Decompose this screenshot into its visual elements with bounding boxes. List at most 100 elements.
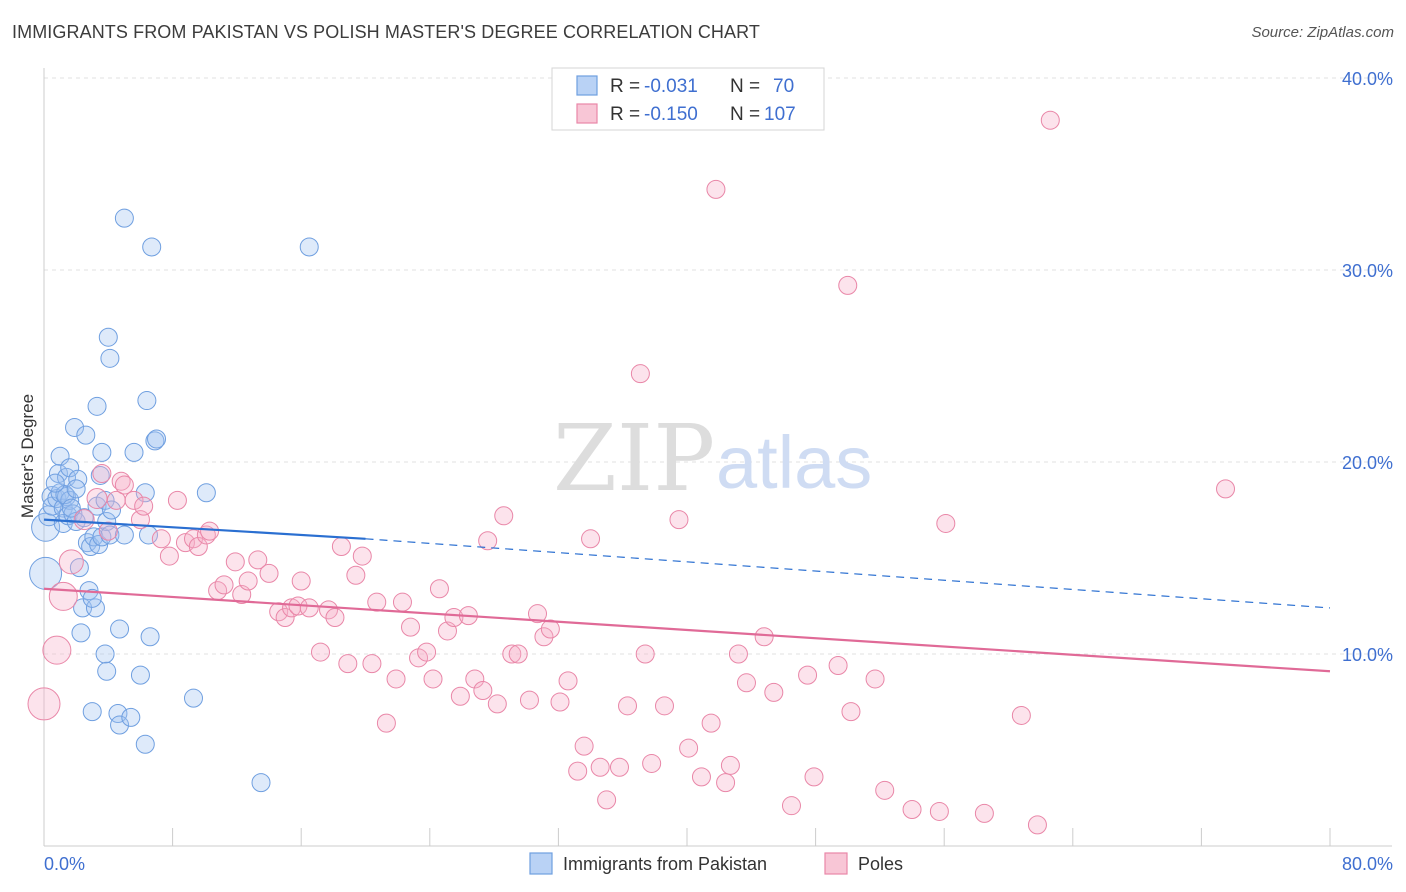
- pakistan-point-68: [45, 473, 65, 493]
- poles-point-73: [597, 790, 617, 810]
- poles-point-75: [618, 696, 638, 716]
- poles-point-84: [706, 179, 726, 199]
- poles-point-39: [338, 654, 358, 674]
- poles-point-9: [111, 471, 131, 491]
- poles-point-46: [392, 592, 412, 612]
- poles-point-5: [86, 487, 108, 509]
- poles-point-70: [574, 736, 594, 756]
- poles-point-95: [838, 275, 858, 295]
- poles-point-6: [92, 464, 112, 484]
- legend-n-value-2: 107: [764, 104, 796, 125]
- poles-point-63: [519, 690, 539, 710]
- poles-point-87: [728, 644, 748, 664]
- watermark-atlas: atlas: [716, 421, 872, 504]
- poles-trend-line: [43, 587, 1331, 673]
- poles-point-80: [669, 510, 689, 530]
- axes: [43, 68, 1392, 847]
- pakistan-point-36: [92, 442, 112, 462]
- bottom-legend-swatch-pakistan: [529, 852, 553, 875]
- poles-point-30: [275, 608, 295, 628]
- poles-point-43: [367, 592, 387, 612]
- x-tick-label-max: 80.0%: [1342, 854, 1393, 874]
- poles-point-23: [214, 575, 234, 595]
- pakistan-point-17: [65, 417, 85, 437]
- poles-point-16: [167, 490, 187, 510]
- legend-r-value-1: -0.031: [644, 76, 698, 97]
- pakistan-point-15: [60, 458, 80, 478]
- legend-swatch-poles: [576, 103, 598, 124]
- pakistan-point-39: [95, 644, 115, 664]
- gridlines: [44, 77, 1392, 655]
- legend: R = -0.031 N = 70 R = -0.150 N = 107: [551, 67, 825, 131]
- pakistan-point-50: [121, 707, 141, 727]
- poles-point-79: [654, 696, 674, 716]
- legend-n-label-1: N =: [730, 76, 760, 97]
- poles-point-60: [494, 506, 514, 526]
- poles-point-103: [1011, 705, 1031, 725]
- poles-point-7: [98, 521, 118, 541]
- pakistan-point-52: [130, 665, 150, 685]
- pakistan-point-55: [135, 734, 155, 754]
- poles-point-21: [200, 521, 220, 541]
- poles-point-35: [310, 642, 330, 662]
- poles-point-71: [581, 529, 601, 549]
- poles-point-64: [528, 604, 548, 624]
- poles-point-10: [114, 475, 134, 495]
- poles-point-37: [325, 608, 345, 628]
- pakistan-trend-extension: [365, 538, 1331, 609]
- poles-point-54: [450, 686, 470, 706]
- poles-point-56: [465, 669, 485, 689]
- poles-point-81: [679, 738, 699, 758]
- pakistan-point-60: [147, 429, 167, 449]
- chart-title: IMMIGRANTS FROM PAKISTAN VS POLISH MASTE…: [12, 22, 760, 42]
- legend-n-label-2: N =: [730, 104, 760, 125]
- pakistan-point-32: [89, 535, 109, 555]
- poles-point-68: [558, 671, 578, 691]
- poles-point-101: [936, 513, 956, 533]
- pakistan-point-41: [98, 327, 118, 347]
- pakistan-point-51: [124, 442, 144, 462]
- y-tick-label-1: 20.0%: [1342, 453, 1393, 473]
- pakistan-point-37: [95, 490, 115, 510]
- poles-point-69: [568, 761, 588, 781]
- poles-point-47: [401, 617, 421, 637]
- poles-point-106: [1216, 479, 1236, 499]
- pakistan-point-62: [196, 483, 216, 503]
- data-points: [27, 110, 1236, 835]
- poles-point-24: [225, 552, 245, 572]
- poles-point-61: [502, 644, 522, 664]
- poles-point-0: [27, 687, 61, 721]
- pakistan-point-57: [140, 627, 160, 647]
- poles-point-3: [58, 549, 84, 575]
- pakistan-point-19: [68, 469, 88, 489]
- poles-point-66: [540, 619, 560, 639]
- pakistan-point-33: [87, 396, 107, 416]
- pakistan-point-24: [76, 425, 96, 445]
- pakistan-point-44: [102, 500, 122, 520]
- poles-point-96: [841, 702, 861, 722]
- poles-point-53: [444, 608, 464, 628]
- poles-point-58: [478, 531, 498, 551]
- y-tick-label-2: 30.0%: [1342, 261, 1393, 281]
- pakistan-point-47: [110, 619, 130, 639]
- poles-point-13: [134, 496, 154, 516]
- pakistan-point-58: [142, 237, 162, 257]
- y-axis-title: Master's Degree: [18, 394, 37, 518]
- poles-point-4: [73, 509, 95, 531]
- watermark-zip: ZIP: [553, 405, 715, 512]
- bottom-legend-label-poles: Poles: [858, 854, 903, 874]
- poles-point-57: [473, 680, 493, 700]
- x-tick-label-min: 0.0%: [44, 854, 85, 874]
- bottom-legend: Immigrants from Pakistan Poles: [529, 852, 903, 875]
- poles-point-89: [754, 627, 774, 647]
- poles-point-41: [352, 546, 372, 566]
- poles-point-51: [429, 579, 449, 599]
- poles-point-93: [804, 767, 824, 787]
- poles-point-26: [238, 571, 258, 591]
- poles-point-14: [151, 529, 171, 549]
- poles-point-59: [487, 694, 507, 714]
- legend-r-label-2: R =: [610, 104, 640, 125]
- poles-point-94: [828, 656, 848, 676]
- y-tick-label-3: 40.0%: [1342, 69, 1393, 89]
- poles-point-62: [508, 644, 528, 664]
